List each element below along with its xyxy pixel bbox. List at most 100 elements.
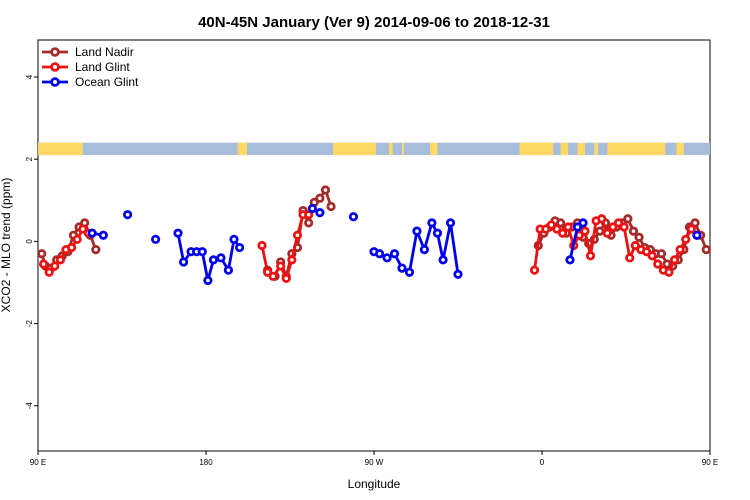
land-nadir-point [634, 232, 644, 242]
legend-item-land-nadir: Land Nadir [42, 45, 134, 59]
land-glint-point [304, 210, 314, 220]
land-glint-point [619, 222, 629, 232]
land-nadir-point [91, 245, 101, 255]
ocean-glint-point [389, 249, 400, 259]
legend-item-ocean-glint: Ocean Glint [42, 75, 139, 89]
land-glint-point [686, 224, 696, 234]
land-nadir-point [595, 226, 605, 236]
land-glint-point [580, 226, 590, 236]
land-nadir-point [701, 245, 711, 255]
ocean-glint-point [427, 218, 437, 228]
y-tick-label: 2 [25, 156, 34, 161]
land-band [607, 142, 666, 156]
land-band [594, 142, 598, 156]
land-glint-point [44, 267, 54, 277]
ocean-glint-point [445, 218, 456, 228]
land-glint-point [268, 271, 278, 281]
land-band [332, 142, 376, 156]
land-glint-point [287, 255, 297, 265]
land-glint-point [669, 255, 680, 265]
legend-marker [50, 77, 60, 87]
land-glint-point [38, 259, 49, 269]
ocean-glint-point [235, 242, 245, 253]
land-nadir-point [556, 218, 566, 228]
land-band [519, 142, 554, 156]
ocean-glint-point [565, 255, 575, 265]
ocean-glint-point [419, 245, 429, 255]
x-tick-label: 0 [540, 458, 545, 467]
x-tick-label: 90 W [365, 458, 384, 467]
ocean-glint-point [123, 210, 133, 220]
ocean-glint-point [438, 255, 448, 265]
ocean-glint-point [203, 275, 213, 286]
land-band [38, 142, 83, 156]
ocean-glint-point [348, 212, 359, 222]
series-layer [37, 185, 711, 286]
y-axis-label: XCO2 - MLO trend (ppm) [0, 178, 13, 313]
land-glint-point [647, 251, 657, 261]
land-glint-point [602, 228, 612, 238]
land-glint-point [552, 224, 562, 234]
x-tick-label: 90 E [30, 458, 46, 467]
y-tick-label: 0 [25, 239, 34, 244]
ocean-glint-point [374, 249, 385, 259]
land-glint-point [557, 228, 568, 238]
ocean-glint-point [404, 267, 415, 277]
land-glint-point [72, 234, 82, 244]
ocean-glint-point [197, 247, 207, 257]
ocean-glint-point [223, 265, 233, 275]
land-glint-point [630, 240, 640, 251]
legend-marker [50, 47, 60, 57]
x-axis-label: Longitude [348, 477, 401, 491]
land-glint-point [529, 265, 540, 275]
land-band [430, 142, 438, 156]
ocean-glint-point [173, 228, 183, 238]
land-band [237, 142, 248, 156]
ocean-glint-point [208, 255, 219, 265]
land-glint-point [653, 259, 663, 269]
land-nadir-point [623, 214, 633, 224]
ocean-glint-point [98, 230, 108, 240]
land-band [560, 142, 569, 156]
y-tick-label: -2 [25, 319, 34, 327]
series-ocean-glint [87, 203, 702, 286]
ocean-glint-point [315, 208, 325, 218]
land-nadir-point [304, 218, 314, 228]
ocean-glint-point [151, 234, 161, 244]
land-glint-point [276, 261, 286, 271]
land-band [676, 142, 684, 156]
ocean-glint-point [307, 203, 317, 214]
ocean-glint-point [397, 263, 407, 273]
land-glint-point [597, 214, 607, 224]
land-ocean-strip [38, 142, 710, 156]
y-tick-label: 4 [25, 74, 34, 79]
legend-label: Land Glint [75, 60, 130, 74]
ocean-glint-point [432, 228, 443, 238]
land-glint-point [546, 220, 556, 230]
land-glint-point [50, 261, 60, 271]
axes: 90 E 180 90 W 0 90 E -4 -2 0 2 4 [25, 74, 718, 467]
ocean-glint-point [229, 234, 239, 244]
plot-frame [37, 39, 711, 452]
legend-label: Ocean Glint [75, 75, 139, 89]
land-nadir-point [320, 185, 331, 195]
land-glint-point [55, 255, 66, 265]
ocean-glint-point [578, 218, 588, 228]
land-glint-point [585, 251, 596, 261]
land-nadir-point [690, 218, 700, 228]
legend-item-land-glint: Land Glint [42, 60, 130, 74]
land-nadir-point [37, 249, 47, 259]
land-band [577, 142, 585, 156]
land-glint-point [563, 222, 573, 232]
ocean-glint-point [87, 228, 97, 238]
land-nadir-point [656, 249, 667, 259]
y-tick-label: -4 [25, 402, 34, 410]
land-glint-point [625, 253, 635, 263]
land-glint-point [608, 222, 618, 232]
land-nadir-point [326, 201, 336, 212]
land-glint-point [78, 224, 88, 234]
land-band [402, 142, 404, 156]
land-glint-point [675, 245, 685, 255]
